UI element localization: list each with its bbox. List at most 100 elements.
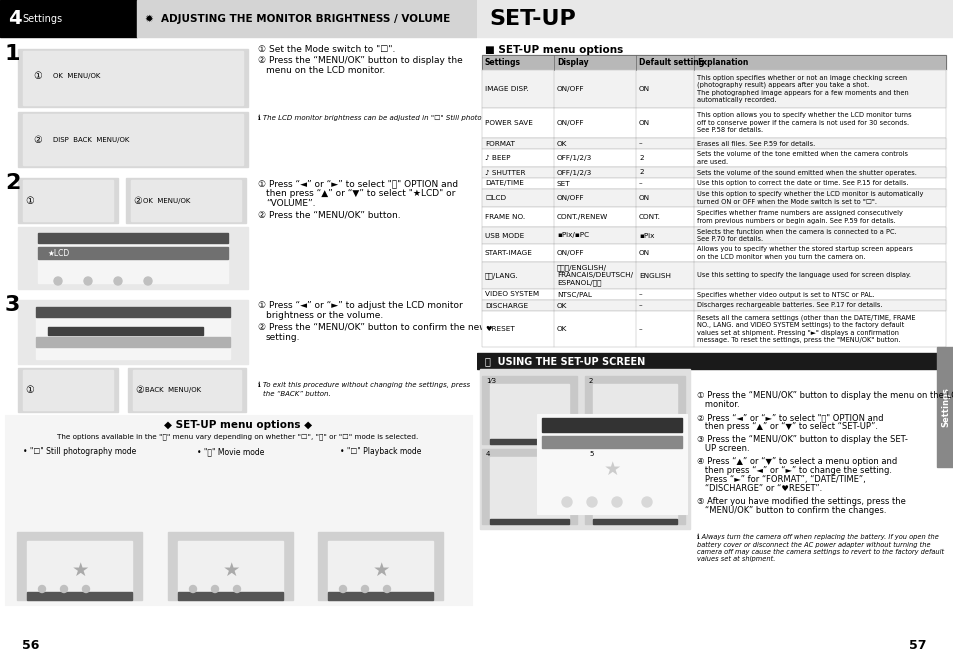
- Text: SET-UP: SET-UP: [489, 9, 576, 29]
- Text: START-IMAGE: START-IMAGE: [484, 250, 533, 256]
- Text: FRANCAIS/DEUTSCH/: FRANCAIS/DEUTSCH/: [557, 273, 633, 279]
- Bar: [18, 368, 118, 412]
- Bar: [18, 112, 248, 167]
- Text: ②: ②: [135, 385, 144, 395]
- Bar: [18, 178, 118, 223]
- Text: “MENU/OK” button to confirm the changes.: “MENU/OK” button to confirm the changes.: [697, 506, 885, 515]
- Bar: [481, 138, 945, 149]
- Text: Press “►” for “FORMAT”, “DATE/TIME”,: Press “►” for “FORMAT”, “DATE/TIME”,: [697, 475, 864, 484]
- Bar: [128, 368, 246, 412]
- Text: ★: ★: [71, 560, 89, 580]
- Circle shape: [84, 277, 91, 285]
- Text: ② Press the “MENU/OK” button to display the: ② Press the “MENU/OK” button to display …: [257, 56, 462, 65]
- Text: ℹ To exit this procedure without changing the settings, press: ℹ To exit this procedure without changin…: [257, 382, 470, 388]
- Bar: [481, 262, 945, 289]
- Circle shape: [612, 497, 621, 507]
- Text: Use this option to specify whether the LCD monitor is automatically: Use this option to specify whether the L…: [697, 191, 923, 197]
- Text: ON/OFF: ON/OFF: [557, 195, 584, 201]
- Bar: [132, 370, 241, 410]
- Circle shape: [113, 277, 122, 285]
- Text: the “BACK” button.: the “BACK” button.: [263, 391, 331, 397]
- Bar: [481, 149, 945, 167]
- Text: ②: ②: [33, 135, 42, 145]
- Circle shape: [54, 277, 62, 285]
- Text: BACK  MENU/OK: BACK MENU/OK: [145, 387, 201, 393]
- Bar: [476, 353, 936, 369]
- Text: values set at shipment. Pressing "►" displays a confirmation: values set at shipment. Pressing "►" dis…: [697, 329, 898, 336]
- Text: Specifies whether frame numbers are assigned consecutively: Specifies whether frame numbers are assi…: [697, 210, 902, 216]
- Bar: [490, 384, 568, 440]
- Bar: [178, 541, 283, 593]
- Bar: [541, 436, 681, 448]
- Bar: [23, 51, 243, 105]
- Text: Discharges rechargeable batteries. See P.17 for details.: Discharges rechargeable batteries. See P…: [697, 303, 882, 309]
- Bar: [476, 0, 953, 37]
- Bar: [541, 418, 681, 432]
- Bar: [481, 189, 945, 207]
- Bar: [481, 55, 945, 70]
- Text: from previous numbers or begin again. See P.59 for details.: from previous numbers or begin again. Se…: [697, 217, 895, 223]
- Text: –: –: [639, 141, 642, 147]
- Bar: [18, 227, 248, 289]
- Text: ON/OFF: ON/OFF: [557, 120, 584, 126]
- Text: SET: SET: [557, 181, 570, 187]
- Text: ENGLISH: ENGLISH: [639, 273, 670, 279]
- Text: ON/OFF: ON/OFF: [557, 86, 584, 92]
- Bar: [481, 227, 945, 244]
- Text: ①: ①: [25, 196, 33, 206]
- Text: 4: 4: [485, 451, 490, 457]
- Bar: [481, 167, 945, 178]
- Bar: [317, 532, 442, 600]
- Text: ①: ①: [25, 385, 33, 395]
- Text: message. To reset the settings, press the "MENU/OK" button.: message. To reset the settings, press th…: [697, 338, 900, 344]
- Bar: [328, 541, 433, 593]
- Text: ON: ON: [639, 120, 649, 126]
- Text: OFF/1/2/3: OFF/1/2/3: [557, 169, 592, 175]
- Text: ◆ SET-UP menu options ◆: ◆ SET-UP menu options ◆: [164, 420, 312, 430]
- Text: ★: ★: [372, 560, 390, 580]
- Circle shape: [60, 586, 68, 592]
- Text: OK  MENU/OK: OK MENU/OK: [143, 198, 191, 204]
- Text: 1⁄3: 1⁄3: [485, 378, 496, 384]
- Text: 2: 2: [5, 173, 20, 193]
- Text: ▪Pix: ▪Pix: [639, 233, 654, 239]
- Bar: [936, 347, 953, 467]
- Text: This option specifies whether or not an image checking screen: This option specifies whether or not an …: [697, 75, 906, 81]
- Text: ★: ★: [602, 460, 620, 478]
- Bar: [490, 457, 568, 520]
- Text: (photography result) appears after you take a shot.: (photography result) appears after you t…: [697, 82, 868, 89]
- Text: –: –: [639, 326, 642, 332]
- Text: Resets all the camera settings (other than the DATE/TIME, FRAME: Resets all the camera settings (other th…: [697, 315, 915, 321]
- Circle shape: [383, 586, 390, 592]
- Bar: [23, 370, 112, 410]
- Bar: [131, 180, 241, 221]
- Text: ③ Press the “MENU/OK” button to display the SET-: ③ Press the “MENU/OK” button to display …: [697, 435, 907, 444]
- Bar: [584, 376, 684, 444]
- Bar: [481, 149, 945, 167]
- Text: 56: 56: [22, 639, 39, 652]
- Bar: [18, 49, 248, 107]
- Bar: [481, 311, 945, 347]
- Text: monitor.: monitor.: [697, 400, 739, 409]
- Circle shape: [641, 497, 651, 507]
- Text: POWER SAVE: POWER SAVE: [484, 120, 533, 126]
- Text: ② Press the “MENU/OK” button.: ② Press the “MENU/OK” button.: [257, 211, 400, 220]
- Text: ON: ON: [639, 195, 649, 201]
- Text: ①: ①: [33, 71, 42, 81]
- Text: then press “◄” or “►” to change the setting.: then press “◄” or “►” to change the sett…: [697, 466, 891, 475]
- Text: IMAGE DISP.: IMAGE DISP.: [484, 86, 528, 92]
- Bar: [481, 55, 945, 70]
- Bar: [23, 114, 243, 165]
- Text: –: –: [639, 303, 642, 309]
- Bar: [481, 244, 945, 262]
- Bar: [481, 207, 945, 227]
- Text: VIDEO SYSTEM: VIDEO SYSTEM: [484, 291, 538, 297]
- Text: Sets the volume of the sound emitted when the shutter operates.: Sets the volume of the sound emitted whe…: [697, 169, 916, 175]
- Text: OK: OK: [557, 326, 567, 332]
- Bar: [481, 449, 577, 524]
- Text: OK  MENU/OK: OK MENU/OK: [53, 73, 100, 79]
- Bar: [36, 337, 230, 347]
- Text: are used.: are used.: [697, 159, 727, 165]
- Bar: [481, 167, 945, 178]
- Text: The options available in the "⌹" menu vary depending on whether "☐", "⌹" or "☐" : The options available in the "⌹" menu va…: [57, 433, 418, 440]
